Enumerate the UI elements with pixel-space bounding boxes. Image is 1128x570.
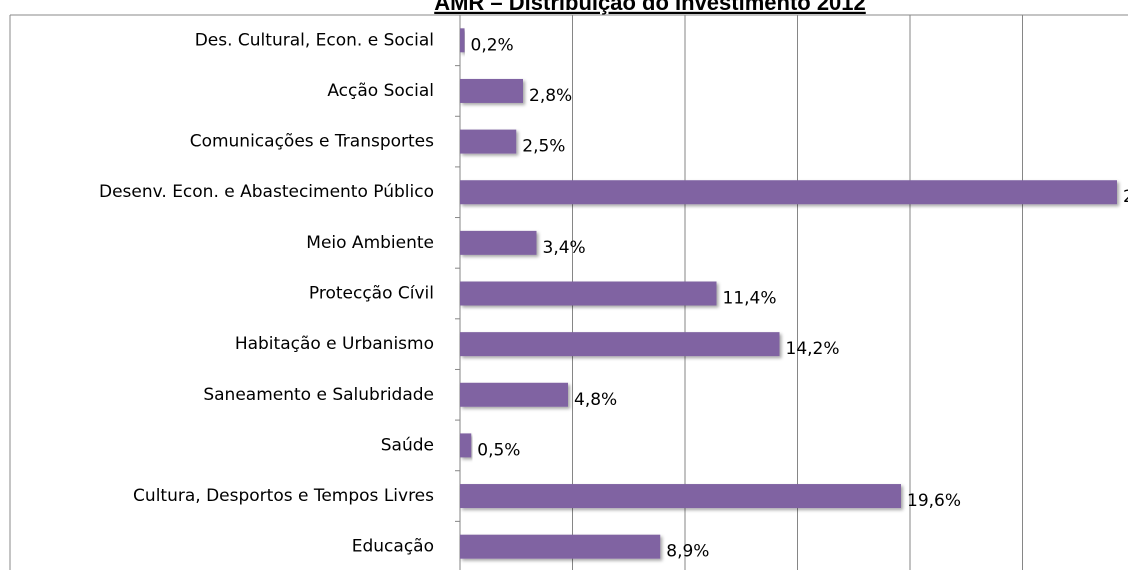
bar <box>460 332 780 357</box>
data-label: 2,5% <box>522 137 565 157</box>
data-label: 19,6% <box>907 491 961 511</box>
bar <box>460 484 901 509</box>
y-tick-label: Acção Social <box>327 81 434 101</box>
y-tick-label: Habitação e Urbanismo <box>235 334 434 354</box>
data-label: 3,4% <box>543 238 586 258</box>
bar <box>460 180 1117 205</box>
data-label: 8,9% <box>666 542 709 562</box>
bar <box>460 28 465 53</box>
data-label: 29,2% <box>1123 187 1128 207</box>
chart-title: AMR – Distribuição do Investimento 2012 <box>434 0 866 15</box>
data-label: 2,8% <box>529 86 572 106</box>
bar <box>460 281 717 306</box>
y-tick-label: Des. Cultural, Econ. e Social <box>195 30 434 50</box>
y-tick-label: Cultura, Desportos e Tempos Livres <box>133 486 434 506</box>
data-label: 4,8% <box>574 390 617 410</box>
bar <box>460 230 537 255</box>
bar <box>460 433 472 458</box>
bar <box>460 534 661 559</box>
bar <box>460 78 523 103</box>
y-tick-label: Comunicações e Transportes <box>190 132 434 152</box>
data-label: 14,2% <box>786 339 840 359</box>
y-tick-label: Desenv. Econ. e Abastecimento Público <box>99 182 434 202</box>
y-tick-label: Educação <box>352 537 434 557</box>
y-tick-label: Protecção Cívil <box>309 284 434 304</box>
y-tick-label: Saúde <box>381 435 434 455</box>
data-label: 11,4% <box>723 289 777 309</box>
y-tick-label: Saneamento e Salubridade <box>203 385 434 405</box>
bar <box>460 129 517 154</box>
bar <box>460 382 568 407</box>
y-tick-label: Meio Ambiente <box>306 233 434 253</box>
data-label: 0,2% <box>471 35 514 55</box>
data-label: 0,5% <box>477 440 520 460</box>
